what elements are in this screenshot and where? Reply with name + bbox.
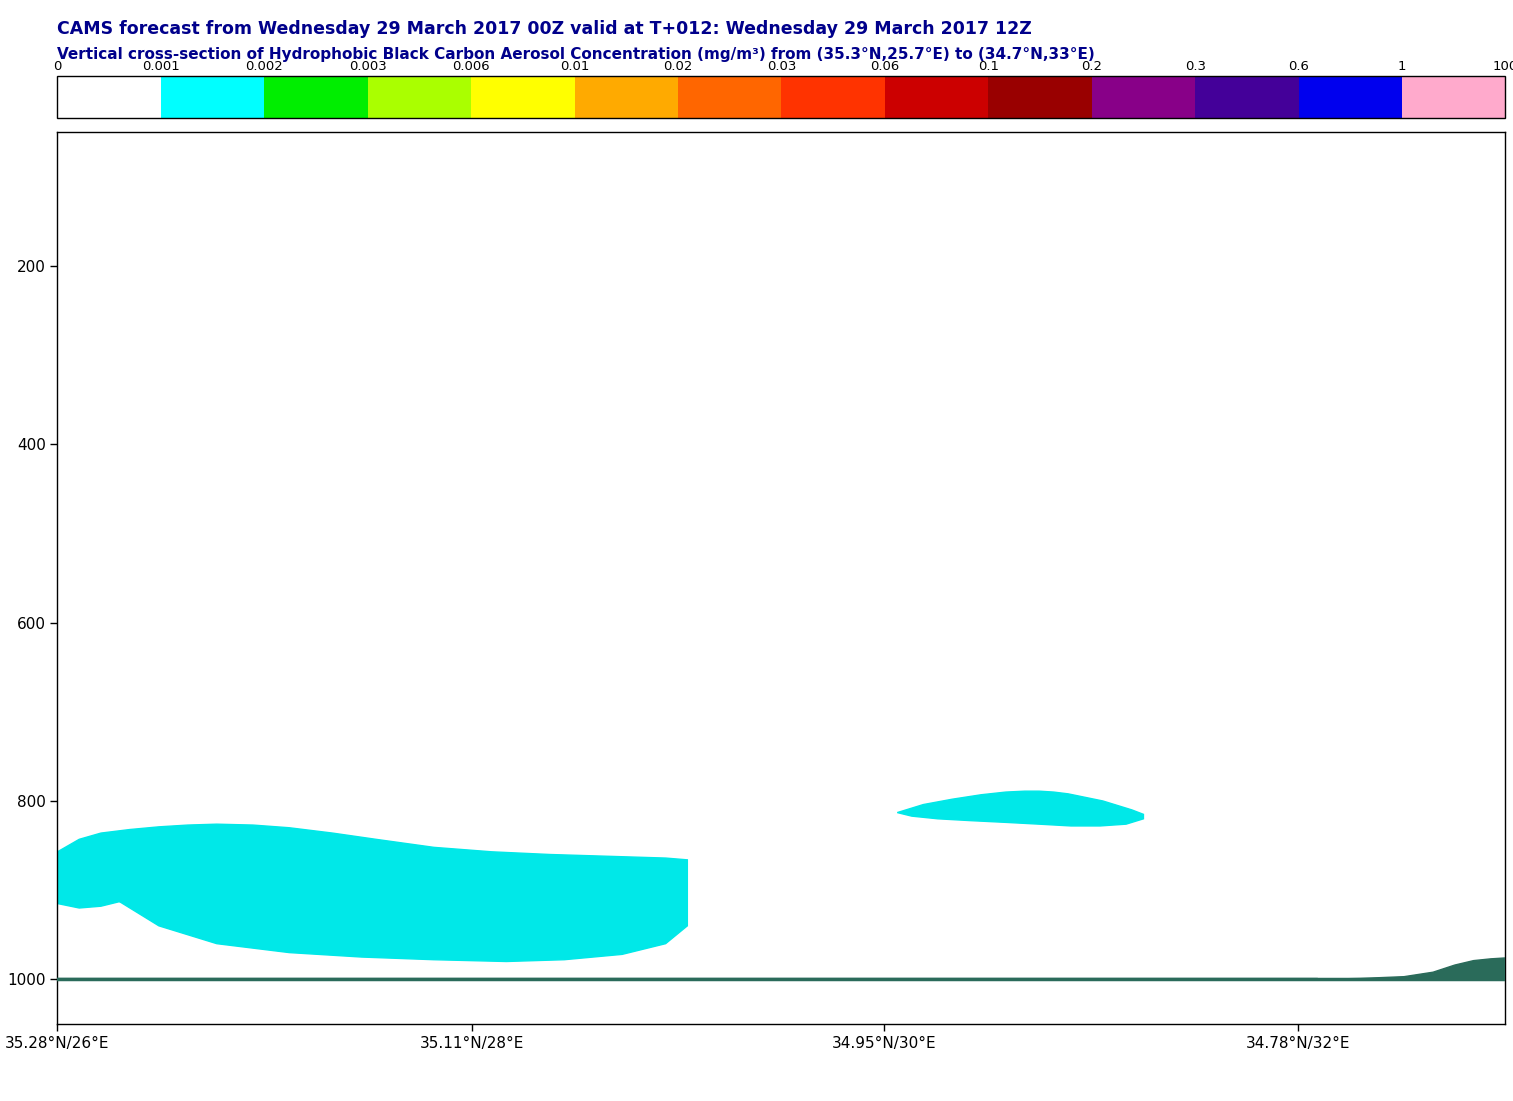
Text: Vertical cross-section of Hydrophobic Black Carbon Aerosol Concentration (mg/m³): Vertical cross-section of Hydrophobic Bl…	[57, 47, 1095, 63]
Text: CAMS forecast from Wednesday 29 March 2017 00Z valid at T+012: Wednesday 29 Marc: CAMS forecast from Wednesday 29 March 20…	[57, 20, 1032, 37]
Polygon shape	[57, 825, 687, 961]
Polygon shape	[897, 792, 1144, 826]
Polygon shape	[57, 852, 123, 908]
Polygon shape	[1318, 958, 1505, 980]
